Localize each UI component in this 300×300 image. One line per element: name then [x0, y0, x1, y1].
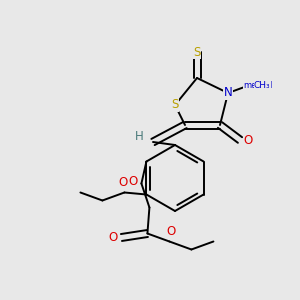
Text: methyl: methyl: [243, 80, 273, 89]
Text: H: H: [135, 130, 143, 142]
Text: CH₃: CH₃: [254, 80, 271, 89]
Text: O: O: [119, 176, 128, 189]
Text: S: S: [171, 98, 179, 112]
Text: O: O: [167, 225, 176, 238]
Text: O: O: [109, 231, 118, 244]
Text: S: S: [193, 46, 201, 59]
Text: O: O: [129, 175, 138, 188]
Text: N: N: [224, 86, 232, 100]
Text: O: O: [243, 134, 253, 146]
